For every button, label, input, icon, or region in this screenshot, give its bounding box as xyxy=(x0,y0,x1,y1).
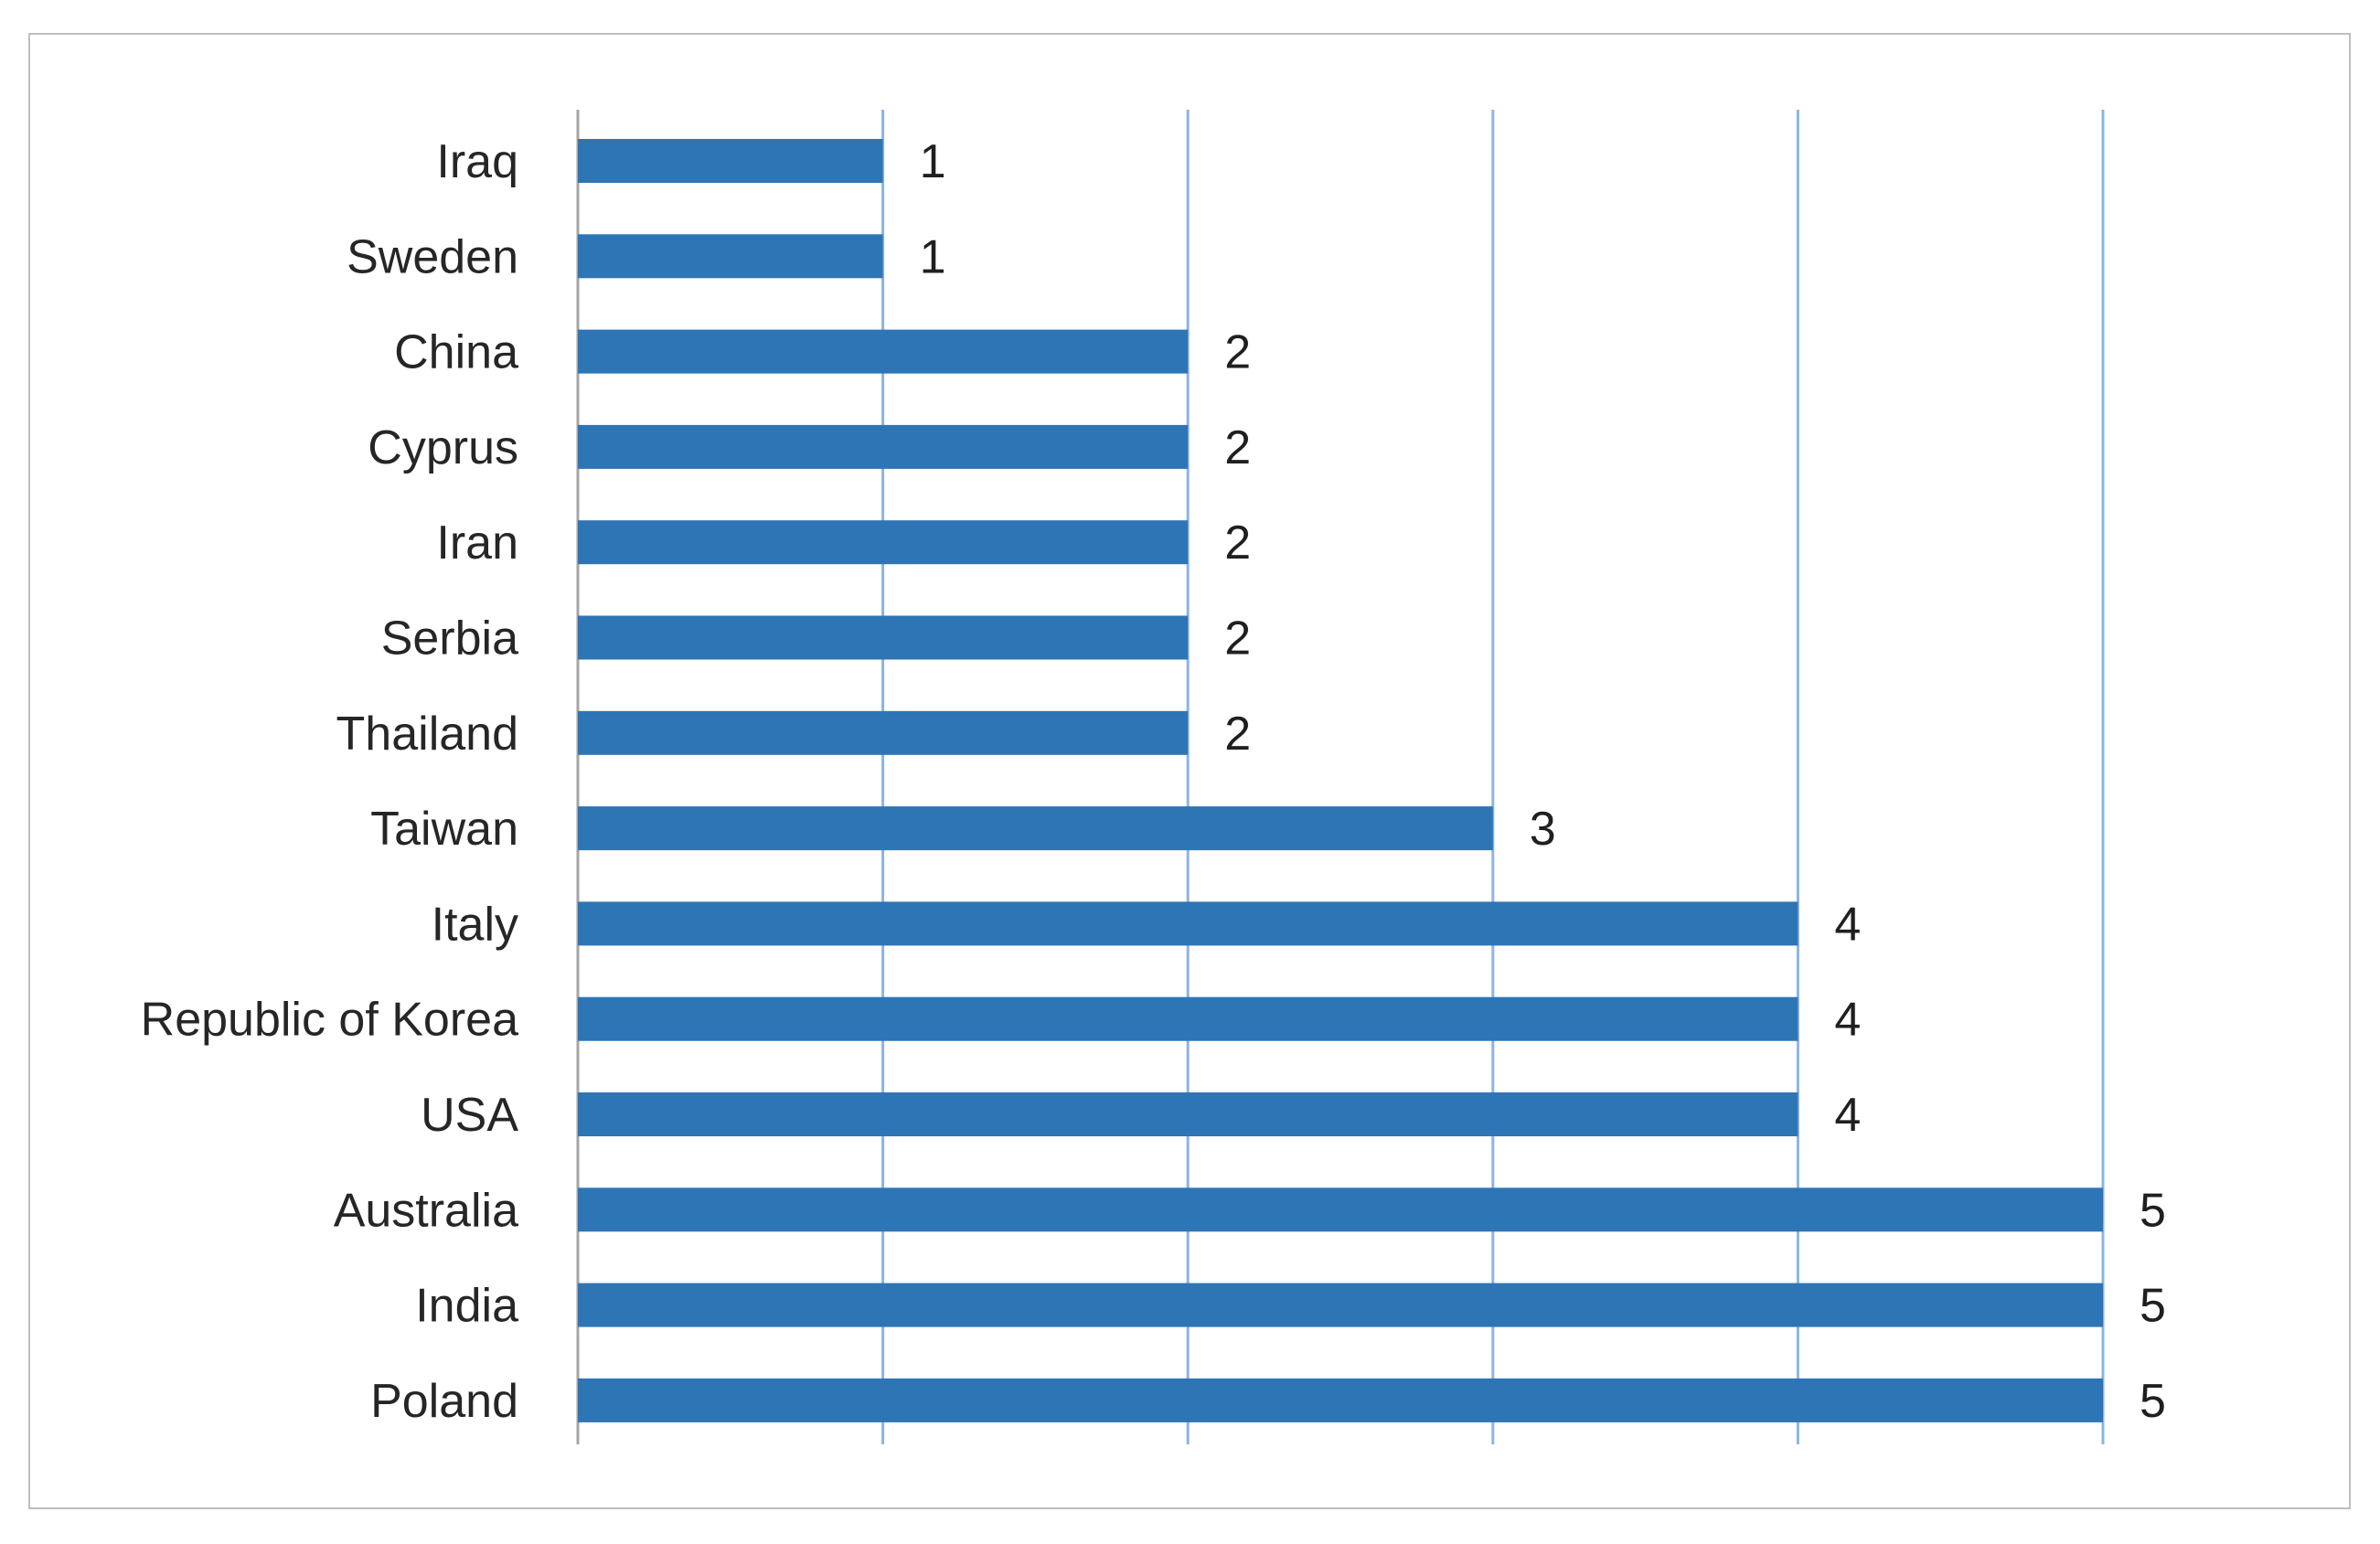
category-label: Thailand xyxy=(336,708,518,761)
category-label: Italy xyxy=(432,898,518,951)
category-label: Iraq xyxy=(436,135,518,188)
category-axis-labels: Iraq Sweden China Cyprus Iran Serbia Thailand T… xyxy=(141,135,519,1428)
data-label: 2 xyxy=(1224,612,1251,666)
data-label: 2 xyxy=(1224,326,1251,379)
data-label: 5 xyxy=(2140,1280,2166,1333)
data-label: 2 xyxy=(1224,516,1251,570)
bar-usa xyxy=(578,1092,1798,1136)
bar-iraq xyxy=(578,139,883,183)
category-label: Sweden xyxy=(347,230,518,283)
category-label: Taiwan xyxy=(370,803,518,856)
bar-serbia xyxy=(578,615,1189,660)
chart-frame xyxy=(28,33,2351,1509)
category-label: USA xyxy=(421,1089,518,1142)
data-label: 4 xyxy=(1834,898,1861,951)
bar-italy xyxy=(578,901,1798,946)
category-label: India xyxy=(415,1280,518,1333)
data-labels: 1 1 2 2 2 2 2 3 4 4 4 5 5 5 xyxy=(920,135,2166,1428)
category-label: Iran xyxy=(436,516,518,570)
category-label: China xyxy=(394,326,518,379)
bars xyxy=(578,139,2103,1422)
data-label: 5 xyxy=(2140,1184,2166,1237)
bar-india xyxy=(578,1283,2103,1327)
bar-republic-of-korea xyxy=(578,996,1798,1041)
bar-sweden xyxy=(578,234,883,279)
category-label: Serbia xyxy=(381,612,518,666)
bar-poland xyxy=(578,1378,2103,1422)
data-label: 4 xyxy=(1834,994,1861,1047)
data-label: 4 xyxy=(1834,1089,1861,1142)
data-label: 1 xyxy=(920,230,946,283)
bar-australia xyxy=(578,1187,2103,1232)
category-label: Poland xyxy=(370,1375,518,1428)
bar-cyprus xyxy=(578,424,1189,469)
bar-iran xyxy=(578,520,1189,565)
gridlines xyxy=(576,110,2105,1444)
category-label: Cyprus xyxy=(368,421,518,474)
category-label: Australia xyxy=(334,1184,518,1237)
bar-taiwan xyxy=(578,806,1493,851)
data-label: 1 xyxy=(920,135,946,188)
data-label: 5 xyxy=(2140,1375,2166,1428)
data-label: 2 xyxy=(1224,421,1251,474)
data-label: 2 xyxy=(1224,708,1251,761)
bar-thailand xyxy=(578,710,1189,755)
category-label: Republic of Korea xyxy=(141,994,518,1047)
bar-china xyxy=(578,329,1189,374)
data-label: 3 xyxy=(1530,803,1556,856)
